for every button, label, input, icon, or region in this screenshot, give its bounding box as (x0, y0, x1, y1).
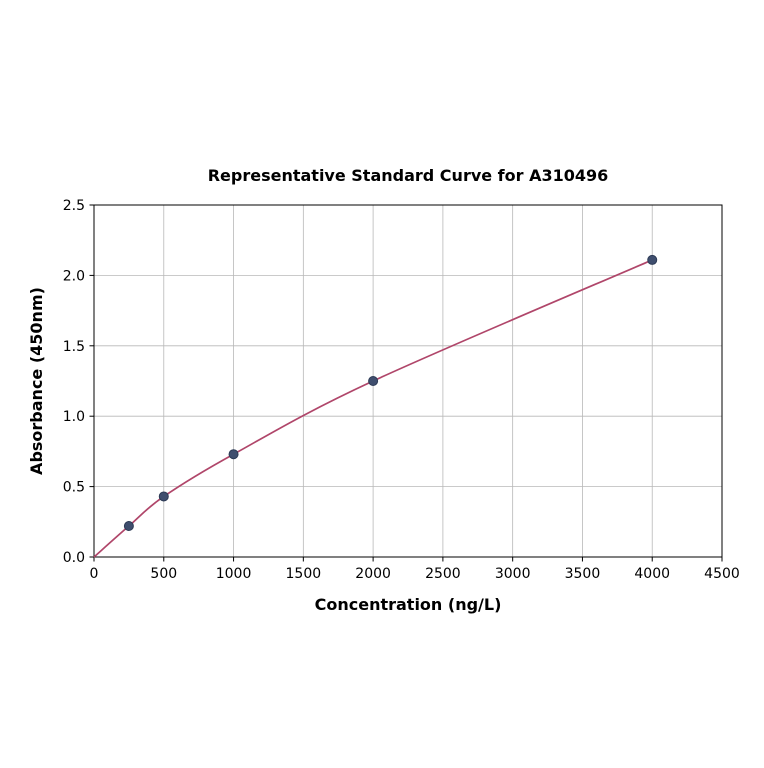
data-point-marker (123, 521, 134, 532)
axis-ticks (89, 204, 723, 562)
y-tick-label: 0.5 (63, 480, 85, 496)
data-point-marker (228, 449, 239, 460)
x-tick-label: 500 (150, 566, 177, 582)
x-tick-label: 3500 (565, 566, 601, 582)
data-point-marker (647, 254, 658, 265)
data-point-markers (123, 254, 658, 532)
x-tick-label: 1500 (286, 566, 322, 582)
x-tick-label: 2500 (425, 566, 461, 582)
tick-labels: 0 500 1000 1500 2000 2500 3000 3500 4000 4500 0.0 0… (63, 198, 740, 582)
y-tick-label: 0.0 (63, 550, 85, 566)
y-tick-label: 2.0 (63, 268, 85, 284)
y-tick-label: 1.5 (63, 339, 85, 355)
x-axis-label: Concentration (ng/L) (315, 595, 502, 614)
y-tick-label: 2.5 (63, 198, 85, 214)
y-tick-label: 1.0 (63, 409, 85, 425)
data-point-marker (158, 491, 169, 502)
x-tick-label: 1000 (216, 566, 252, 582)
plot-border (93, 204, 723, 558)
data-point-marker (368, 376, 379, 386)
x-tick-label: 4500 (704, 566, 740, 582)
x-tick-label: 0 (90, 566, 99, 582)
chart-title: Representative Standard Curve for A31049… (208, 166, 609, 185)
gridlines (93, 204, 723, 558)
x-tick-label: 3000 (495, 566, 531, 582)
x-tick-label: 4000 (634, 566, 670, 582)
x-tick-label: 2000 (355, 566, 391, 582)
y-axis-label: Absorbance (450nm) (27, 287, 46, 475)
